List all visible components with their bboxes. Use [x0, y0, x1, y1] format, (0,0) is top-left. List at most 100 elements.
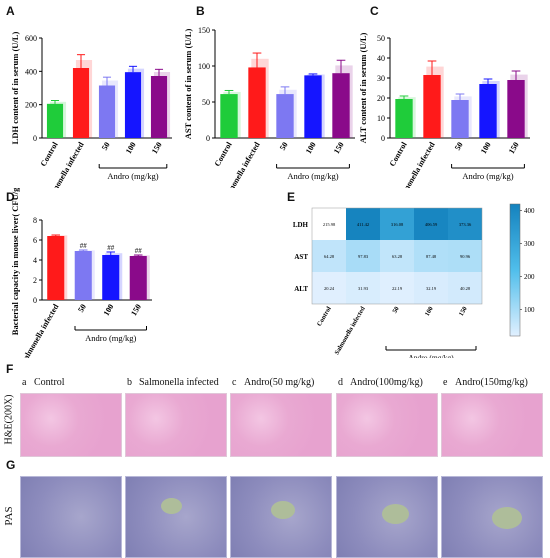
colorbar-tick-label: 200 [524, 273, 535, 281]
significance-label: ## [135, 247, 143, 255]
y-tick-label: 30 [377, 74, 385, 83]
y-tick-label: 0 [206, 134, 210, 143]
he-row-label: H&E(200X) [3, 394, 15, 445]
heatmap-cell [414, 240, 448, 272]
y-tick-label: 600 [25, 34, 37, 43]
y-tick-label: 20 [377, 94, 385, 103]
heatmap-cell-value: 20.24 [324, 286, 335, 291]
significance-label: ## [80, 242, 88, 250]
group-label: Andro (mg/kg) [85, 333, 136, 343]
sub-letter: d [338, 377, 343, 388]
heatmap-cell [312, 240, 346, 272]
he-stain-image [336, 393, 438, 457]
pas-stain-image [230, 476, 332, 558]
heatmap-col-label: Control [316, 305, 333, 327]
y-tick-label: 0 [33, 134, 37, 143]
bar [220, 94, 238, 138]
chart-a: 0 200 400 600 LDH content of in serum (U/L) C… [10, 32, 172, 188]
y-tick-label: 4 [33, 256, 37, 265]
y-tick-label: 100 [198, 62, 210, 71]
tile-title: Andro(150mg/kg) [455, 377, 528, 388]
x-tick-label: Control [213, 140, 234, 168]
heatmap-col-label: Salmonella infected [333, 305, 366, 356]
sub-letter: b [127, 377, 132, 388]
heatmap-cell-value: 64.28 [324, 254, 335, 259]
heatmap-cell [448, 240, 482, 272]
y-tick-label: 8 [33, 216, 37, 225]
heatmap-cell [346, 272, 380, 304]
bar [72, 68, 90, 138]
y-tick-label: 400 [25, 67, 37, 76]
x-tick-label: 100 [304, 141, 318, 156]
heatmap-cell [414, 272, 448, 304]
vessel-lumen [271, 501, 295, 519]
y-tick-label: 50 [202, 98, 210, 107]
he-stain-image [230, 393, 332, 457]
heatmap-frame [311, 207, 483, 305]
heatmap-cell-value: 97.83 [358, 254, 369, 259]
x-tick-label: 150 [507, 141, 521, 156]
pas-stain-image [20, 476, 122, 558]
vessel-lumen [492, 507, 522, 529]
tile-title: Andro(100mg/kg) [350, 377, 423, 388]
x-tick-label: Control [39, 140, 60, 168]
bar [47, 236, 65, 300]
group-label: Andro (mg/kg) [408, 353, 454, 358]
bar [395, 99, 413, 138]
x-tick-label: 100 [124, 141, 138, 156]
vessel-lumen [382, 504, 409, 524]
x-tick-label: 50 [453, 141, 465, 152]
heatmap-cell-value: 22.19 [392, 286, 403, 291]
tile-title: Salmonella infected [139, 377, 219, 388]
bar [507, 80, 525, 138]
heatmap-cell [346, 240, 380, 272]
bar [46, 103, 64, 138]
heatmap-cell-value: 90.96 [460, 254, 471, 259]
heatmap-row-label: ALT [294, 285, 308, 293]
x-tick-label: 150 [150, 141, 164, 156]
he-stain-image [20, 393, 122, 457]
y-tick-label: 150 [198, 26, 210, 35]
panel-letter-b: B [196, 4, 205, 18]
chart-d: 0 2 4 6 8 Bacterial capacity in mouse liver( … [10, 188, 152, 358]
x-tick-label: 100 [479, 141, 493, 156]
bar [479, 84, 497, 138]
x-tick-label: Salmonella infected [19, 302, 61, 358]
heatmap-cell [380, 240, 414, 272]
heatmap-cell [448, 208, 482, 240]
heatmap-cell-value: 63.28 [392, 254, 403, 259]
heatmap-cell [380, 272, 414, 304]
he-stain-image [441, 393, 543, 457]
significance-label: ## [107, 244, 115, 252]
panel-letter-e: E [287, 190, 296, 204]
tile-title: Control [34, 377, 65, 388]
panel-letter-c: C [370, 4, 379, 18]
panel-letter-a: A [6, 4, 15, 18]
sub-letter: a [22, 377, 27, 388]
colorbar [509, 203, 521, 337]
y-tick-label: 2 [33, 276, 37, 285]
heatmap-cell-value: 215.98 [323, 222, 336, 227]
heatmap-cell [312, 272, 346, 304]
heatmap-cell-value: 87.48 [426, 254, 437, 259]
bar [124, 72, 142, 138]
he-stain-image [125, 393, 227, 457]
sub-letter: e [443, 377, 448, 388]
y-tick-label: 6 [33, 236, 37, 245]
pas-stain-image [336, 476, 438, 558]
panel-letter-d: D [6, 190, 15, 204]
heatmap-cell-value: 32.19 [426, 286, 437, 291]
bar [150, 76, 168, 138]
heatmap-cell [312, 208, 346, 240]
he-row-label-box: H&E(200X) [2, 392, 16, 452]
bar [276, 94, 294, 138]
group-label: Andro (mg/kg) [462, 171, 513, 181]
heatmap-cell [380, 208, 414, 240]
pas-stain-image [441, 476, 543, 558]
colorbar-tick-label: 100 [524, 306, 535, 314]
chart-c: 0 10 20 30 40 50 ALT content of in serum (U/L)… [360, 32, 530, 188]
heatmap-e: LDH 215.98 411.42 316.08 406.59 373.36 AST 64.2… [293, 203, 535, 358]
sub-letter: c [232, 377, 237, 388]
panel-letter-g: G [6, 458, 16, 472]
heatmap-row-label: AST [294, 253, 308, 261]
